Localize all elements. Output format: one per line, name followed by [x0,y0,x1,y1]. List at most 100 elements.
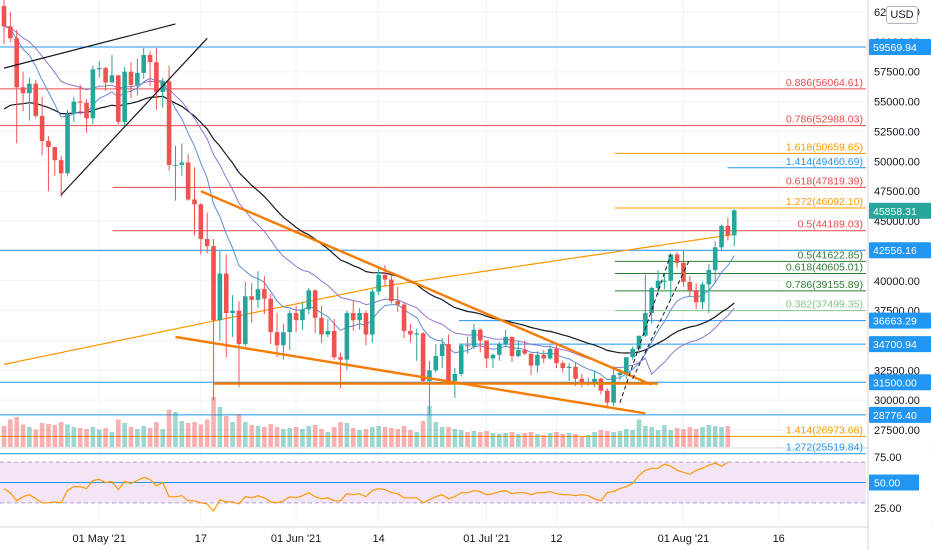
volume-bar [706,425,712,447]
candle-body [630,348,635,358]
volume-bar [363,429,369,447]
volume-bar [331,427,337,447]
candle-body [65,113,70,174]
level-price-label: 42556.16 [873,245,917,257]
candle-body [135,72,140,85]
candle-body [719,225,724,248]
level-label: 0.5(44189.03) [798,219,863,231]
level-label: 0.618(40605.01) [786,262,863,274]
volume-bar [319,429,324,447]
volume-bar [662,425,667,447]
volume-bar [477,432,483,447]
candle-body [681,262,686,282]
candle-body [77,101,83,103]
price-tick-label: 45000.00 [874,216,920,228]
volume-bar [522,433,527,447]
level-price-box [869,374,931,391]
price-axis: 62500.0060000.0057500.0055000.0052500.00… [869,0,931,550]
candle-body [509,336,515,357]
candle-body [452,373,458,382]
volume-bar [154,422,159,447]
wedge-upper-line [3,23,176,69]
volume-bar [458,430,464,447]
candle-body [712,247,718,271]
last-price-box [869,202,931,219]
volume-bar [243,422,248,447]
candle-body [547,348,553,359]
candle-body [516,350,521,357]
volume-bar [65,424,70,447]
candle-body [268,298,273,333]
volume-bar [338,422,343,447]
volume-bar [84,429,89,447]
level-label: 0.5(41622.85) [798,249,863,261]
candle-body [198,204,204,239]
candle-body [255,289,261,300]
volume-bar [376,426,381,447]
candle-body [179,162,185,165]
candle-body [109,75,115,83]
volume-bar [465,432,470,447]
volume-bar [547,433,553,447]
date-tick-label: 14 [373,533,385,545]
candle-body [338,357,343,360]
volume-bar [236,414,242,447]
candle-body [319,317,324,335]
volume-bar [516,434,521,447]
candle-body [141,55,146,73]
candle-body [230,310,235,314]
candle-body [27,83,32,94]
volume-bar [579,437,585,447]
candle-body [274,332,280,346]
volume-bar [712,426,718,447]
volume-bar [700,427,705,447]
volume-bar [217,407,223,447]
candle-body [535,354,540,366]
candle-body [166,81,172,165]
volume-bar [306,426,312,447]
candle-body [344,313,350,360]
rsi-mid-label: 50.00 [874,478,900,490]
candle-body [611,375,616,403]
candle-body [700,284,705,303]
volume-bar [128,427,134,447]
volume-bar [643,426,648,447]
candle-body [389,279,394,302]
currency-badge[interactable]: USD [886,6,918,24]
volume-bar [693,429,699,447]
level-label: 0.786(39155.89) [786,279,863,291]
candle-body [312,290,318,318]
candle-body [477,329,483,341]
level-price-label: 31500.00 [873,377,917,389]
candle-body [376,274,381,292]
candle-body [325,330,331,335]
candle-body [211,246,216,321]
candle-body [287,313,293,333]
candle-body [154,62,159,93]
volume-bar [166,409,172,447]
candle-body [363,313,369,335]
candle-body [554,348,559,364]
candle-body [643,313,648,336]
candle-body [249,296,254,300]
candle-body [331,330,337,358]
candle-body [662,280,667,282]
candle-body [33,83,39,116]
candle-body [401,304,407,331]
volume-bar [211,397,216,447]
volume-bar [255,426,261,447]
price-tick-label: 47500.00 [874,186,920,198]
volume-bar [1,426,7,447]
volume-bar [147,428,153,447]
channel-line-2 [632,259,691,379]
candle-body [528,353,534,366]
candle-body [458,345,464,374]
candle-body [655,280,661,288]
volume-bar [77,428,83,447]
level-label: 1.618(50659.65) [786,141,863,153]
volume-bar [268,424,273,447]
rsi-band [0,461,866,504]
candle-body [20,87,26,94]
volume-bar [636,419,642,447]
